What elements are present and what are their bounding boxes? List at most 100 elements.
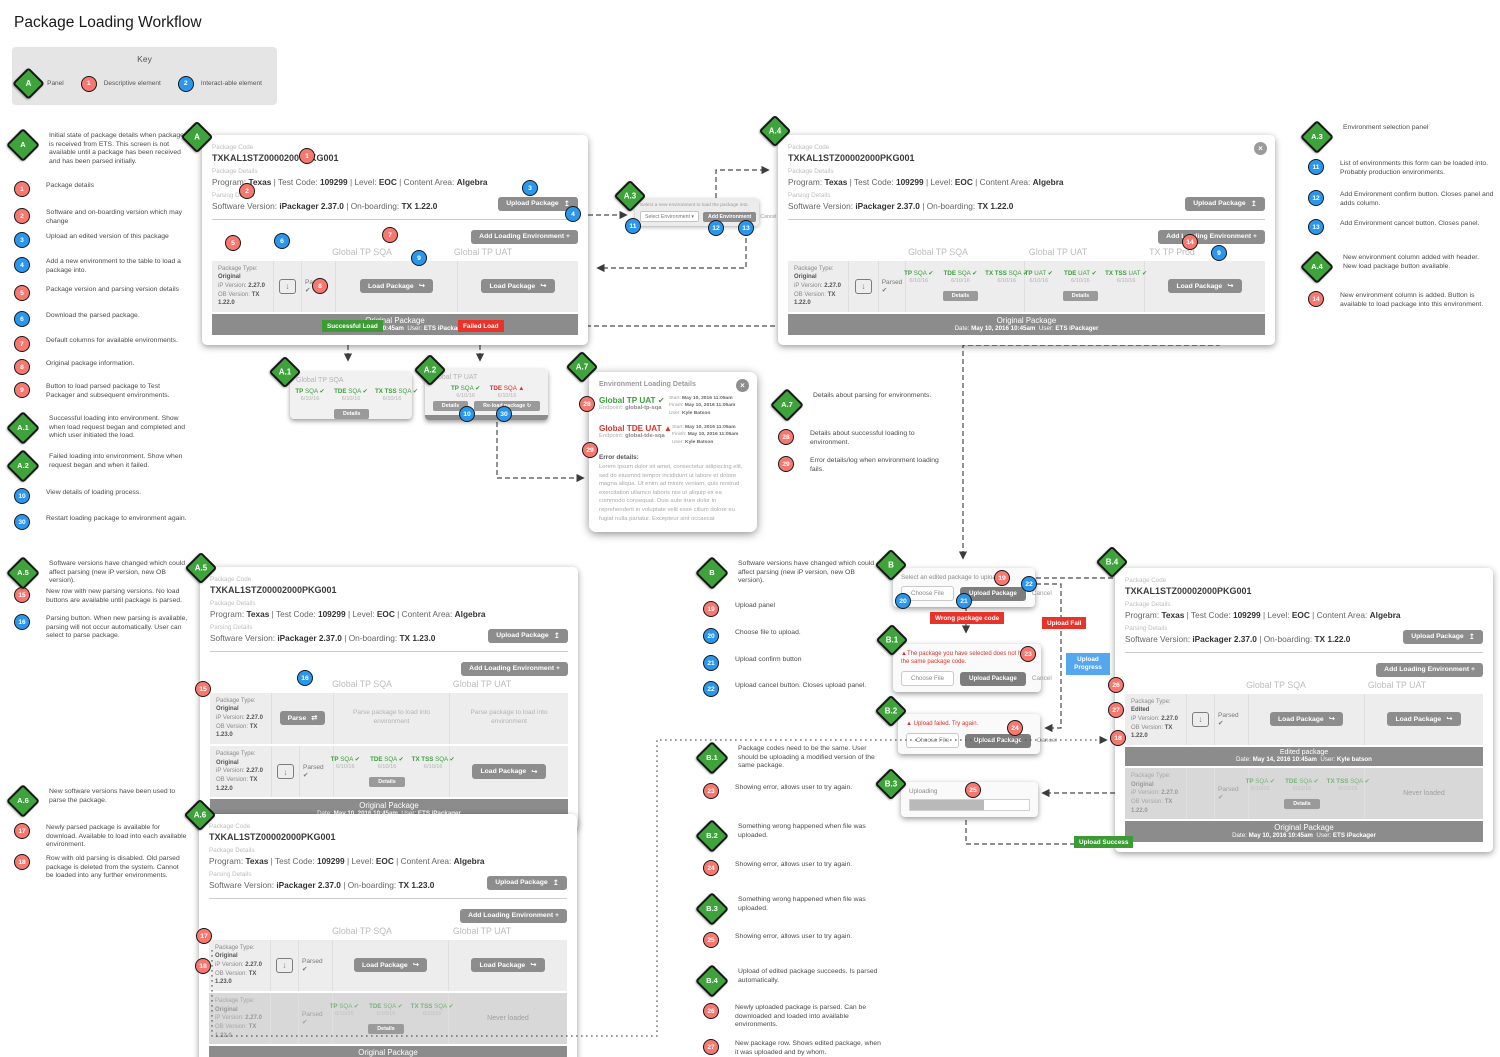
details-button[interactable]: Details	[432, 401, 469, 411]
load-package-button-sqa[interactable]: Load Package ↪	[1269, 711, 1343, 727]
annotation-B.3: B.3 Something wrong happened when file wa…	[695, 892, 882, 931]
env-status: TX TSS SQA ✔ 6/10/16	[411, 755, 455, 770]
close-icon[interactable]: ×	[1254, 142, 1267, 155]
load-package-button-prod[interactable]: Load Package ↪	[1168, 278, 1242, 294]
add-loading-environment-button[interactable]: Add Loading Environment +	[460, 908, 567, 923]
add-environment-button[interactable]: Add Environment	[703, 211, 757, 222]
upload-fail-label: Upload Fail	[1042, 617, 1087, 629]
close-icon[interactable]: ×	[736, 379, 749, 392]
descriptive-marker-icon: 9	[14, 382, 30, 398]
notes-a: A Initial state of package details when p…	[6, 128, 188, 537]
upload-package-button[interactable]: Upload Package ↥	[1403, 629, 1483, 644]
annotation-text: Upload confirm button	[735, 656, 802, 663]
annotation-text: New environment column added with header…	[1343, 254, 1480, 270]
add-loading-environment-button[interactable]: Add Loading Environment +	[461, 661, 568, 676]
plug-icon: ↪	[530, 960, 537, 970]
badge-14: 14	[1182, 234, 1198, 250]
package-info-cell: Package Type: Original iP Version: 2.27.0…	[209, 939, 271, 991]
load-package-button-sqa[interactable]: Load Package ↪	[353, 957, 427, 973]
page-title: Package Loading Workflow	[14, 14, 202, 31]
download-button[interactable]: ↓	[855, 278, 872, 294]
upload-package-button[interactable]: Upload Package	[960, 671, 1026, 686]
descriptive-marker-icon: 23	[703, 783, 719, 799]
plug-icon: ↪	[1328, 714, 1335, 724]
original-package-bar: Original Package Date: May 10, 2016 10:4…	[212, 313, 578, 335]
interactable-marker-icon: 11	[1308, 159, 1324, 175]
upload-package-button[interactable]: Upload Package ↥	[498, 196, 578, 211]
download-button[interactable]: ↓	[1192, 711, 1209, 727]
upload-package-button[interactable]: Upload Package	[965, 733, 1031, 748]
annotation-text: Default columns for available environmen…	[46, 337, 178, 344]
annotation-text: Package details	[46, 182, 94, 189]
load-package-button-sqa[interactable]: Load Package ↪	[359, 278, 433, 294]
column-header-uat: Global TP UAT	[452, 925, 512, 936]
env-status: TP SQA ✔ 6/10/16	[451, 385, 481, 399]
parsed-status: Parsed ✔	[303, 764, 324, 780]
choose-file-button[interactable]: Choose File	[906, 733, 960, 749]
notes-b2: B.1 Package codes need to be the same. Us…	[695, 741, 882, 1057]
download-button[interactable]: ↓	[276, 957, 293, 973]
descriptive-marker-icon: 27	[703, 1039, 719, 1055]
choose-file-button[interactable]: Choose File	[901, 671, 955, 687]
parsing-details: Software Version: iPackager 2.37.0 | On-…	[212, 201, 438, 211]
annotation-text: Something wrong happened when file was u…	[738, 823, 866, 839]
annotation-text: Upload panel	[735, 602, 776, 609]
parsing-details: Software Version: iPackager 2.37.0 | On-…	[1125, 634, 1351, 644]
upload-success-label: Upload Success	[1074, 836, 1134, 848]
load-package-button-uat[interactable]: Load Package ↪	[1387, 711, 1461, 727]
cancel-link[interactable]: Cancel	[1036, 737, 1057, 745]
env-status: TX TSS SQA ✔ 6/10/16	[410, 1002, 454, 1017]
load-package-button-uat[interactable]: Load Package ↪	[472, 764, 546, 779]
interactable-marker-icon: 10	[14, 488, 30, 504]
badge-29: 29	[582, 442, 598, 458]
env-status: TDE SQA ▲ 6/10/16	[489, 385, 525, 399]
badge-9: 9	[1211, 245, 1227, 261]
add-loading-environment-button[interactable]: Add Loading Environment +	[1158, 229, 1265, 244]
details-button[interactable]: Details	[368, 1023, 404, 1034]
upload-package-button[interactable]: Upload Package ↥	[488, 628, 568, 643]
download-button[interactable]: ↓	[277, 764, 294, 780]
annotation-text: Download the parsed package.	[46, 312, 140, 319]
upload-progress-label: Upload Progress	[1066, 653, 1110, 675]
badge-23: 23	[1020, 646, 1036, 662]
upload-package-button[interactable]: Upload Package ↥	[1185, 196, 1265, 211]
package-info-cell: Package Type: Original iP Version: 2.27.0…	[210, 745, 272, 798]
package-row: Package Type: Original iP Version: 2.27.0…	[212, 260, 578, 314]
column-header-uat: Global TP UAT	[1028, 246, 1088, 257]
panel-marker-icon: A.3	[1300, 120, 1334, 154]
upload-package-button[interactable]: Upload Package	[960, 586, 1026, 601]
package-info-cell: Package Type: Original iP Version: 2.27.0…	[1125, 767, 1187, 820]
annotation-6: 6 Download the parsed package.	[8, 310, 188, 335]
add-loading-environment-button[interactable]: Add Loading Environment +	[1376, 662, 1483, 677]
cancel-link[interactable]: Cancel	[1031, 675, 1052, 683]
interactable-marker-icon: 13	[1308, 219, 1324, 235]
environment-dropdown[interactable]: Select Environment ▾	[640, 211, 700, 222]
add-loading-environment-button[interactable]: Add Loading Environment +	[471, 229, 578, 244]
details-button[interactable]: Details	[334, 409, 370, 419]
key-title: Key	[137, 54, 152, 64]
badge-22: 22	[1021, 576, 1037, 592]
download-button[interactable]: ↓	[279, 278, 296, 294]
upload-icon: ↥	[553, 631, 560, 640]
badge-24: 24	[1007, 720, 1023, 736]
panel-marker-icon: B.2	[695, 819, 729, 853]
annotation-text: Upload of edited package succeeds. Is pa…	[738, 968, 878, 984]
details-button[interactable]: Details	[369, 776, 405, 787]
upload-package-button[interactable]: Upload Package ↥	[487, 875, 567, 890]
annotation-text: Package codes need to be the same. User …	[738, 745, 875, 770]
cancel-link[interactable]: Cancel	[1031, 590, 1052, 597]
panel-a5: Package Code TXKAL1STZ00002000PKG001 Pac…	[200, 567, 578, 831]
load-package-button-uat[interactable]: Load Package ↪	[471, 957, 545, 973]
annotation-text: Software and on-boarding version which m…	[46, 209, 183, 225]
details-button[interactable]: Details	[942, 291, 979, 302]
plug-icon: ↪	[1446, 714, 1453, 724]
annotation-text: Showing error, allows user to try again.	[735, 784, 853, 791]
cancel-link[interactable]: Cancel	[760, 213, 777, 220]
footer-bar-sliver	[425, 415, 548, 420]
annotation-17: 17 Newly parsed package is available for …	[8, 822, 188, 853]
details-button[interactable]: Details	[1062, 291, 1099, 302]
details-button[interactable]: Details	[1284, 798, 1320, 809]
load-package-button-uat[interactable]: Load Package ↪	[481, 278, 555, 294]
annotation-16: 16 Parsing button. When new parsing is av…	[8, 613, 188, 643]
parse-button[interactable]: Parse ⇄	[279, 710, 326, 726]
